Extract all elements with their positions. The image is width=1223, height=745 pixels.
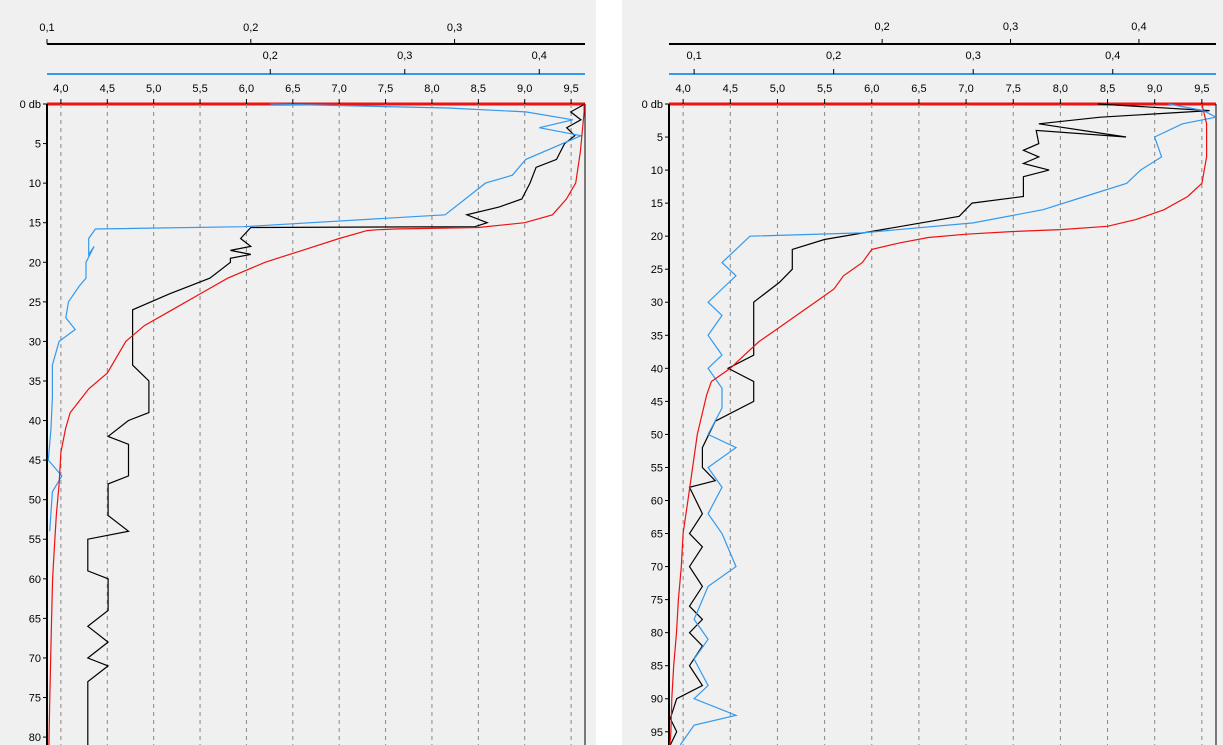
- black-x-tick-label: 0,3: [1003, 21, 1018, 33]
- y-tick-label: 45: [651, 396, 663, 408]
- y-tick-label: 65: [651, 529, 663, 541]
- right-profile-panel: 0,2 0,3 0,4 0,1 0,2 0,3 0,4 4,0 4,5 5,0 5,5 6,0 6,5 7…: [622, 0, 1223, 745]
- y-tick-label: 70: [651, 562, 663, 574]
- y-tick-label: 85: [651, 661, 663, 673]
- red-x-tick-label: 9,5: [1194, 83, 1209, 95]
- red-x-tick-label: 4,5: [100, 83, 115, 95]
- red-profile-series: [48, 104, 585, 745]
- red-x-tick-label: 4,5: [723, 83, 738, 95]
- blue-x-tick-label: 0,4: [1105, 50, 1120, 62]
- y-tick-label: 5: [35, 139, 41, 151]
- red-x-tick-label: 5,5: [817, 83, 832, 95]
- y-tick-label: 50: [651, 429, 663, 441]
- y-tick-label: 50: [29, 495, 41, 507]
- black-x-tick-label: 0,3: [447, 22, 462, 34]
- red-x-tick-label: 8,5: [1100, 83, 1115, 95]
- blue-profile-series: [47, 103, 584, 532]
- y-tick-label: 10: [29, 178, 41, 190]
- red-x-tick-label: 7,0: [958, 83, 973, 95]
- y-tick-label: 40: [29, 416, 41, 428]
- y-tick-label: 35: [29, 376, 41, 388]
- blue-x-tick-label: 0,4: [532, 50, 547, 62]
- red-x-tick-label: 8,5: [471, 83, 486, 95]
- y-tick-label: 60: [651, 495, 663, 507]
- blue-x-tick-label: 0,3: [966, 50, 981, 62]
- red-x-tick-label: 9,5: [563, 83, 578, 95]
- red-x-tick-label: 5,0: [770, 83, 785, 95]
- y-tick-label: 40: [651, 363, 663, 375]
- red-x-tick-label: 9,0: [1147, 83, 1162, 95]
- y-tick-label: 15: [651, 198, 663, 210]
- y-tick-label: 75: [651, 595, 663, 607]
- blue-profile-series: [679, 103, 1216, 745]
- red-x-tick-label: 9,0: [517, 83, 532, 95]
- y-tick-label: 25: [651, 264, 663, 276]
- red-x-tick-label: 7,0: [332, 83, 347, 95]
- red-x-tick-label: 5,0: [146, 83, 161, 95]
- y-tick-label: 65: [29, 613, 41, 625]
- red-x-tick-label: 8,0: [1053, 83, 1068, 95]
- black-x-tick-label: 0,4: [1131, 21, 1146, 33]
- y-tick-label: 55: [651, 462, 663, 474]
- y-tick-label: 95: [651, 727, 663, 739]
- y-tick-label: 80: [651, 628, 663, 640]
- red-x-tick-label: 4,0: [53, 83, 68, 95]
- red-x-tick-label: 6,5: [285, 83, 300, 95]
- y-tick-label: 0 db: [20, 99, 41, 111]
- panel-background: [0, 0, 596, 745]
- y-tick-label: 90: [651, 694, 663, 706]
- black-x-tick-label: 0,2: [875, 21, 890, 33]
- y-tick-label: 20: [651, 231, 663, 243]
- black-x-tick-label: 0,2: [243, 22, 258, 34]
- y-tick-label: 70: [29, 653, 41, 665]
- y-tick-label: 20: [29, 257, 41, 269]
- red-x-tick-label: 7,5: [1006, 83, 1021, 95]
- y-tick-label: 80: [29, 732, 41, 744]
- y-tick-label: 30: [651, 297, 663, 309]
- y-tick-label: 55: [29, 534, 41, 546]
- black-profile-series: [669, 103, 1210, 745]
- y-tick-label: 60: [29, 574, 41, 586]
- y-tick-label: 10: [651, 165, 663, 177]
- y-tick-label: 25: [29, 297, 41, 309]
- y-tick-label: 0 db: [642, 99, 663, 111]
- blue-x-tick-label: 0,3: [397, 50, 412, 62]
- left-profile-panel: 0,1 0,2 0,3 0,2 0,3 0,4 4,0 4,5 5,0 5,5 6,0 6,5 7,0 7…: [0, 0, 596, 745]
- red-x-tick-label: 7,5: [378, 83, 393, 95]
- panel-background: [622, 0, 1223, 745]
- blue-x-tick-label: 0,1: [686, 50, 701, 62]
- red-x-tick-label: 4,0: [675, 83, 690, 95]
- y-tick-label: 35: [651, 330, 663, 342]
- y-tick-label: 75: [29, 693, 41, 705]
- red-profile-series: [669, 103, 1208, 745]
- black-profile-series: [86, 103, 585, 745]
- y-tick-label: 5: [657, 132, 663, 144]
- blue-x-tick-label: 0,2: [826, 50, 841, 62]
- red-x-tick-label: 5,5: [192, 83, 207, 95]
- red-x-tick-label: 6,0: [864, 83, 879, 95]
- y-tick-label: 30: [29, 336, 41, 348]
- y-tick-label: 45: [29, 455, 41, 467]
- red-x-tick-label: 8,0: [424, 83, 439, 95]
- red-x-tick-label: 6,0: [239, 83, 254, 95]
- red-x-tick-label: 6,5: [911, 83, 926, 95]
- blue-x-tick-label: 0,2: [263, 50, 278, 62]
- y-tick-label: 15: [29, 218, 41, 230]
- black-x-tick-label: 0,1: [39, 22, 54, 34]
